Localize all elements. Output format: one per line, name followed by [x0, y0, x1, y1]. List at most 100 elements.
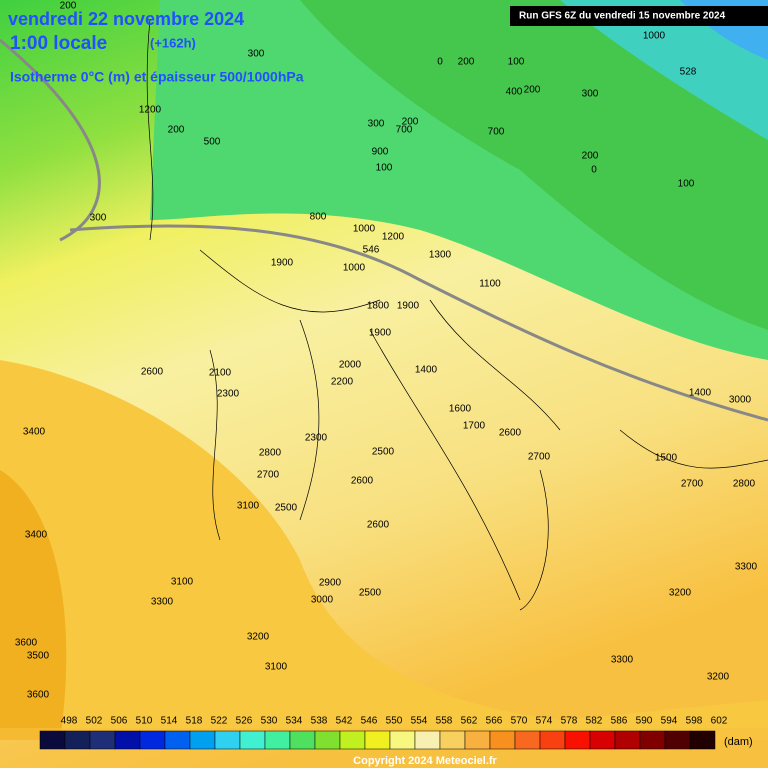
contour-label: 1200 — [139, 105, 162, 116]
legend-swatch — [339, 730, 366, 750]
legend-swatch — [664, 730, 691, 750]
legend-swatch — [139, 730, 166, 750]
contour-label: 400 — [506, 87, 523, 98]
legend-swatch — [464, 730, 491, 750]
contour-label: 2500 — [275, 503, 298, 514]
orange-zone — [0, 360, 768, 740]
contour-label: 1400 — [689, 388, 712, 399]
cyan-zone — [560, 0, 768, 140]
legend-label: 542 — [336, 716, 353, 727]
contour-label: 3600 — [15, 638, 38, 649]
contour-label: 3100 — [171, 577, 194, 588]
contour-label: 2500 — [372, 447, 395, 458]
contour-label: 300 — [582, 89, 599, 100]
legend-swatch — [289, 730, 316, 750]
legend-swatch — [514, 730, 541, 750]
legend-label: 498 — [61, 716, 78, 727]
legend-label: 574 — [536, 716, 553, 727]
legend-label: 598 — [686, 716, 703, 727]
contour-label: 3300 — [151, 597, 174, 608]
contour-label: 3100 — [237, 501, 260, 512]
legend-label: 522 — [211, 716, 228, 727]
legend-swatch — [64, 730, 91, 750]
contour-label: 300 — [248, 49, 265, 60]
green-zone-dark — [300, 0, 768, 330]
contour-label: 300 — [368, 119, 385, 130]
legend-swatch — [639, 730, 666, 750]
legend-swatch — [539, 730, 566, 750]
contour-label: 200 — [168, 125, 185, 136]
contour-label: 300 — [90, 213, 107, 224]
legend-label: 594 — [661, 716, 678, 727]
run-info: Run GFS 6Z du vendredi 15 novembre 2024 — [519, 11, 726, 22]
orange-zone-dark — [0, 470, 67, 740]
contour-label: 1500 — [655, 453, 678, 464]
legend-label: 554 — [411, 716, 428, 727]
contour-label: 1400 — [415, 365, 438, 376]
contour-label: 700 — [488, 127, 505, 138]
contour-label: 0 — [591, 165, 597, 176]
contour-label: 1600 — [449, 404, 472, 415]
contour-label: 2200 — [331, 377, 354, 388]
isotherm — [0, 38, 101, 242]
contour-label: 1700 — [463, 421, 486, 432]
contour-label: 2700 — [528, 452, 551, 463]
contour-label: 3500 — [27, 651, 50, 662]
legend-swatch — [189, 730, 216, 750]
contour-label: 2800 — [259, 448, 282, 459]
legend-label: 586 — [611, 716, 628, 727]
contour-label: 100 — [678, 179, 695, 190]
legend-swatch — [689, 730, 716, 750]
contour-label: 2500 — [359, 588, 382, 599]
contour-label: 2000 — [339, 360, 362, 371]
legend-swatch — [264, 730, 291, 750]
legend-swatch — [614, 730, 641, 750]
legend-label: 590 — [636, 716, 653, 727]
contour-label: 2600 — [351, 476, 374, 487]
isotherm — [69, 224, 768, 422]
contour-label: 700 — [396, 125, 413, 136]
contour-label: 2600 — [367, 520, 390, 531]
legend-label: 502 — [86, 716, 103, 727]
legend-label: 526 — [236, 716, 253, 727]
contour-label: 3100 — [265, 662, 288, 673]
run-box — [510, 6, 768, 26]
contour-label: 3200 — [247, 632, 270, 643]
contour-label: 2700 — [681, 479, 704, 490]
contour-label: 2600 — [499, 428, 522, 439]
contour-label: 3300 — [735, 562, 758, 573]
contour-label: 3300 — [611, 655, 634, 666]
contour-lines — [146, 19, 768, 611]
contour-label: 2300 — [305, 433, 328, 444]
title: vendredi 22 novembre 2024 — [8, 9, 244, 29]
legend-label: 530 — [261, 716, 278, 727]
contour-label: 1000 — [643, 31, 666, 42]
contour-label: 3400 — [23, 427, 46, 438]
contour-label: 1000 — [353, 224, 376, 235]
contour-label: 0 — [437, 57, 443, 68]
contour-label: 200 — [402, 117, 419, 128]
contour-label: 2600 — [141, 367, 164, 378]
contour-label: 1100 — [479, 279, 501, 290]
legend-swatch — [389, 730, 416, 750]
contour-label: 1900 — [271, 258, 294, 269]
legend-swatch — [39, 730, 66, 750]
contour-label: 3200 — [707, 672, 730, 683]
legend-label: 514 — [161, 716, 178, 727]
legend-label: 558 — [436, 716, 453, 727]
legend-label: 546 — [361, 716, 378, 727]
legend-swatch — [564, 730, 591, 750]
legend-label: 578 — [561, 716, 578, 727]
legend-swatch — [164, 730, 191, 750]
contour-label: 1000 — [343, 263, 366, 274]
contour-label: 3600 — [27, 690, 50, 701]
legend-label: 534 — [286, 716, 303, 727]
legend-label: 518 — [186, 716, 203, 727]
legend-swatch — [214, 730, 241, 750]
contour-label: 2700 — [257, 470, 280, 481]
legend-label: 582 — [586, 716, 603, 727]
contour-label: 800 — [310, 212, 327, 223]
legend-label: 510 — [136, 716, 153, 727]
contour-label: 3000 — [311, 595, 334, 606]
contour-label: 200 — [582, 151, 599, 162]
